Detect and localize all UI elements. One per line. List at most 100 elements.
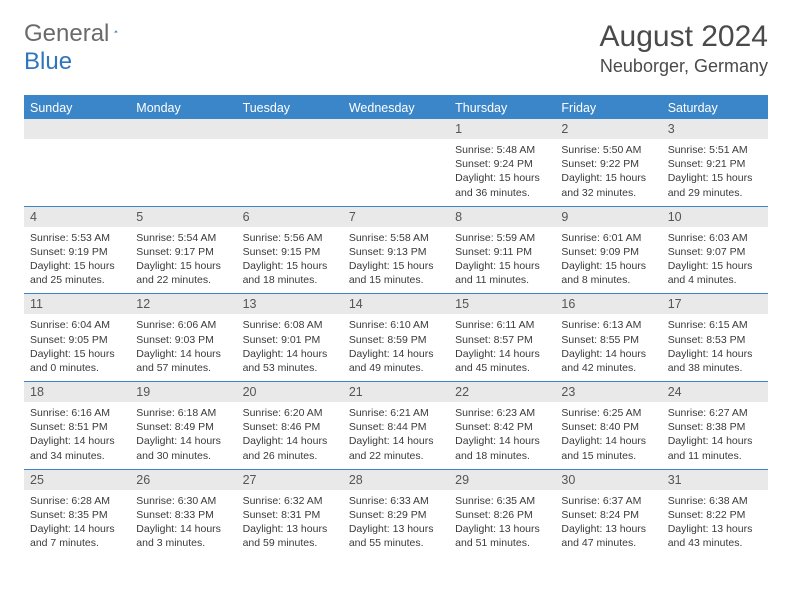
sunset-line: Sunset: 9:11 PM [455,245,549,259]
day-number: 23 [555,382,661,402]
day-number: 13 [237,294,343,314]
daylight-line-a: Daylight: 15 hours [455,259,549,273]
sunrise-line: Sunrise: 5:51 AM [668,143,762,157]
daylight-line-b: and 8 minutes. [561,273,655,287]
day-number: 17 [662,294,768,314]
daylight-line-a: Daylight: 14 hours [455,434,549,448]
day-number-row: 11121314151617 [24,293,768,314]
week-row: Sunrise: 5:48 AMSunset: 9:24 PMDaylight:… [24,139,768,206]
daylight-line-b: and 36 minutes. [455,186,549,200]
daylight-line-a: Daylight: 13 hours [668,522,762,536]
sunrise-line: Sunrise: 5:50 AM [561,143,655,157]
sunset-line: Sunset: 9:09 PM [561,245,655,259]
day-cell: Sunrise: 6:27 AMSunset: 8:38 PMDaylight:… [662,402,768,469]
daylight-line-a: Daylight: 14 hours [136,522,230,536]
sunrise-line: Sunrise: 6:16 AM [30,406,124,420]
daylight-line-b: and 11 minutes. [455,273,549,287]
day-number: 5 [130,207,236,227]
day-number: 6 [237,207,343,227]
day-cell: Sunrise: 6:21 AMSunset: 8:44 PMDaylight:… [343,402,449,469]
day-number: 28 [343,470,449,490]
day-number: 12 [130,294,236,314]
daylight-line-a: Daylight: 15 hours [668,259,762,273]
daylight-line-b: and 29 minutes. [668,186,762,200]
dow-thursday: Thursday [449,97,555,119]
logo: General [24,20,138,48]
sunrise-line: Sunrise: 6:35 AM [455,494,549,508]
day-cell: Sunrise: 6:25 AMSunset: 8:40 PMDaylight:… [555,402,661,469]
sunrise-line: Sunrise: 6:23 AM [455,406,549,420]
daylight-line-b: and 22 minutes. [136,273,230,287]
day-cell: Sunrise: 6:37 AMSunset: 8:24 PMDaylight:… [555,490,661,557]
daylight-line-b: and 30 minutes. [136,449,230,463]
sunset-line: Sunset: 9:05 PM [30,333,124,347]
day-number-row: 18192021222324 [24,381,768,402]
day-number: 14 [343,294,449,314]
sunset-line: Sunset: 8:46 PM [243,420,337,434]
day-number: 7 [343,207,449,227]
sunset-line: Sunset: 8:22 PM [668,508,762,522]
sunrise-line: Sunrise: 5:59 AM [455,231,549,245]
day-number: 19 [130,382,236,402]
daylight-line-b: and 45 minutes. [455,361,549,375]
day-number: 24 [662,382,768,402]
sunset-line: Sunset: 8:33 PM [136,508,230,522]
daylight-line-b: and 22 minutes. [349,449,443,463]
day-number: 18 [24,382,130,402]
sunrise-line: Sunrise: 6:28 AM [30,494,124,508]
day-cell [343,139,449,206]
sunset-line: Sunset: 9:13 PM [349,245,443,259]
day-cell: Sunrise: 5:58 AMSunset: 9:13 PMDaylight:… [343,227,449,294]
sunset-line: Sunset: 8:40 PM [561,420,655,434]
calendar: SundayMondayTuesdayWednesdayThursdayFrid… [24,95,768,556]
daylight-line-b: and 34 minutes. [30,449,124,463]
sunrise-line: Sunrise: 5:56 AM [243,231,337,245]
sunrise-line: Sunrise: 6:27 AM [668,406,762,420]
sunset-line: Sunset: 9:01 PM [243,333,337,347]
day-cell: Sunrise: 6:38 AMSunset: 8:22 PMDaylight:… [662,490,768,557]
daylight-line-b: and 42 minutes. [561,361,655,375]
daylight-line-a: Daylight: 14 hours [668,434,762,448]
daylight-line-a: Daylight: 15 hours [455,171,549,185]
daylight-line-b: and 32 minutes. [561,186,655,200]
sunrise-line: Sunrise: 6:11 AM [455,318,549,332]
daylight-line-a: Daylight: 15 hours [243,259,337,273]
sunset-line: Sunset: 8:38 PM [668,420,762,434]
day-cell: Sunrise: 6:06 AMSunset: 9:03 PMDaylight:… [130,314,236,381]
sunset-line: Sunset: 9:15 PM [243,245,337,259]
title-block: August 2024 Neuborger, Germany [600,20,768,77]
day-number-row: 45678910 [24,206,768,227]
daylight-line-a: Daylight: 14 hours [561,434,655,448]
day-number [130,119,236,139]
daylight-line-a: Daylight: 13 hours [455,522,549,536]
day-cell: Sunrise: 6:32 AMSunset: 8:31 PMDaylight:… [237,490,343,557]
day-cell: Sunrise: 6:35 AMSunset: 8:26 PMDaylight:… [449,490,555,557]
day-number: 1 [449,119,555,139]
daylight-line-a: Daylight: 15 hours [30,259,124,273]
daylight-line-b: and 51 minutes. [455,536,549,550]
week-row: Sunrise: 6:16 AMSunset: 8:51 PMDaylight:… [24,402,768,469]
day-number: 9 [555,207,661,227]
day-cell: Sunrise: 5:48 AMSunset: 9:24 PMDaylight:… [449,139,555,206]
daylight-line-b: and 15 minutes. [349,273,443,287]
day-number: 27 [237,470,343,490]
sunrise-line: Sunrise: 5:58 AM [349,231,443,245]
sunset-line: Sunset: 8:53 PM [668,333,762,347]
day-number: 20 [237,382,343,402]
sunrise-line: Sunrise: 6:21 AM [349,406,443,420]
daylight-line-a: Daylight: 15 hours [349,259,443,273]
day-number: 16 [555,294,661,314]
daylight-line-b: and 43 minutes. [668,536,762,550]
day-cell: Sunrise: 6:15 AMSunset: 8:53 PMDaylight:… [662,314,768,381]
day-cell: Sunrise: 6:04 AMSunset: 9:05 PMDaylight:… [24,314,130,381]
sunset-line: Sunset: 9:24 PM [455,157,549,171]
daylight-line-b: and 15 minutes. [561,449,655,463]
daylight-line-b: and 3 minutes. [136,536,230,550]
sunrise-line: Sunrise: 6:20 AM [243,406,337,420]
daylight-line-a: Daylight: 14 hours [668,347,762,361]
day-cell: Sunrise: 5:53 AMSunset: 9:19 PMDaylight:… [24,227,130,294]
sunset-line: Sunset: 9:22 PM [561,157,655,171]
daylight-line-a: Daylight: 14 hours [136,434,230,448]
day-number: 10 [662,207,768,227]
daylight-line-a: Daylight: 14 hours [349,434,443,448]
